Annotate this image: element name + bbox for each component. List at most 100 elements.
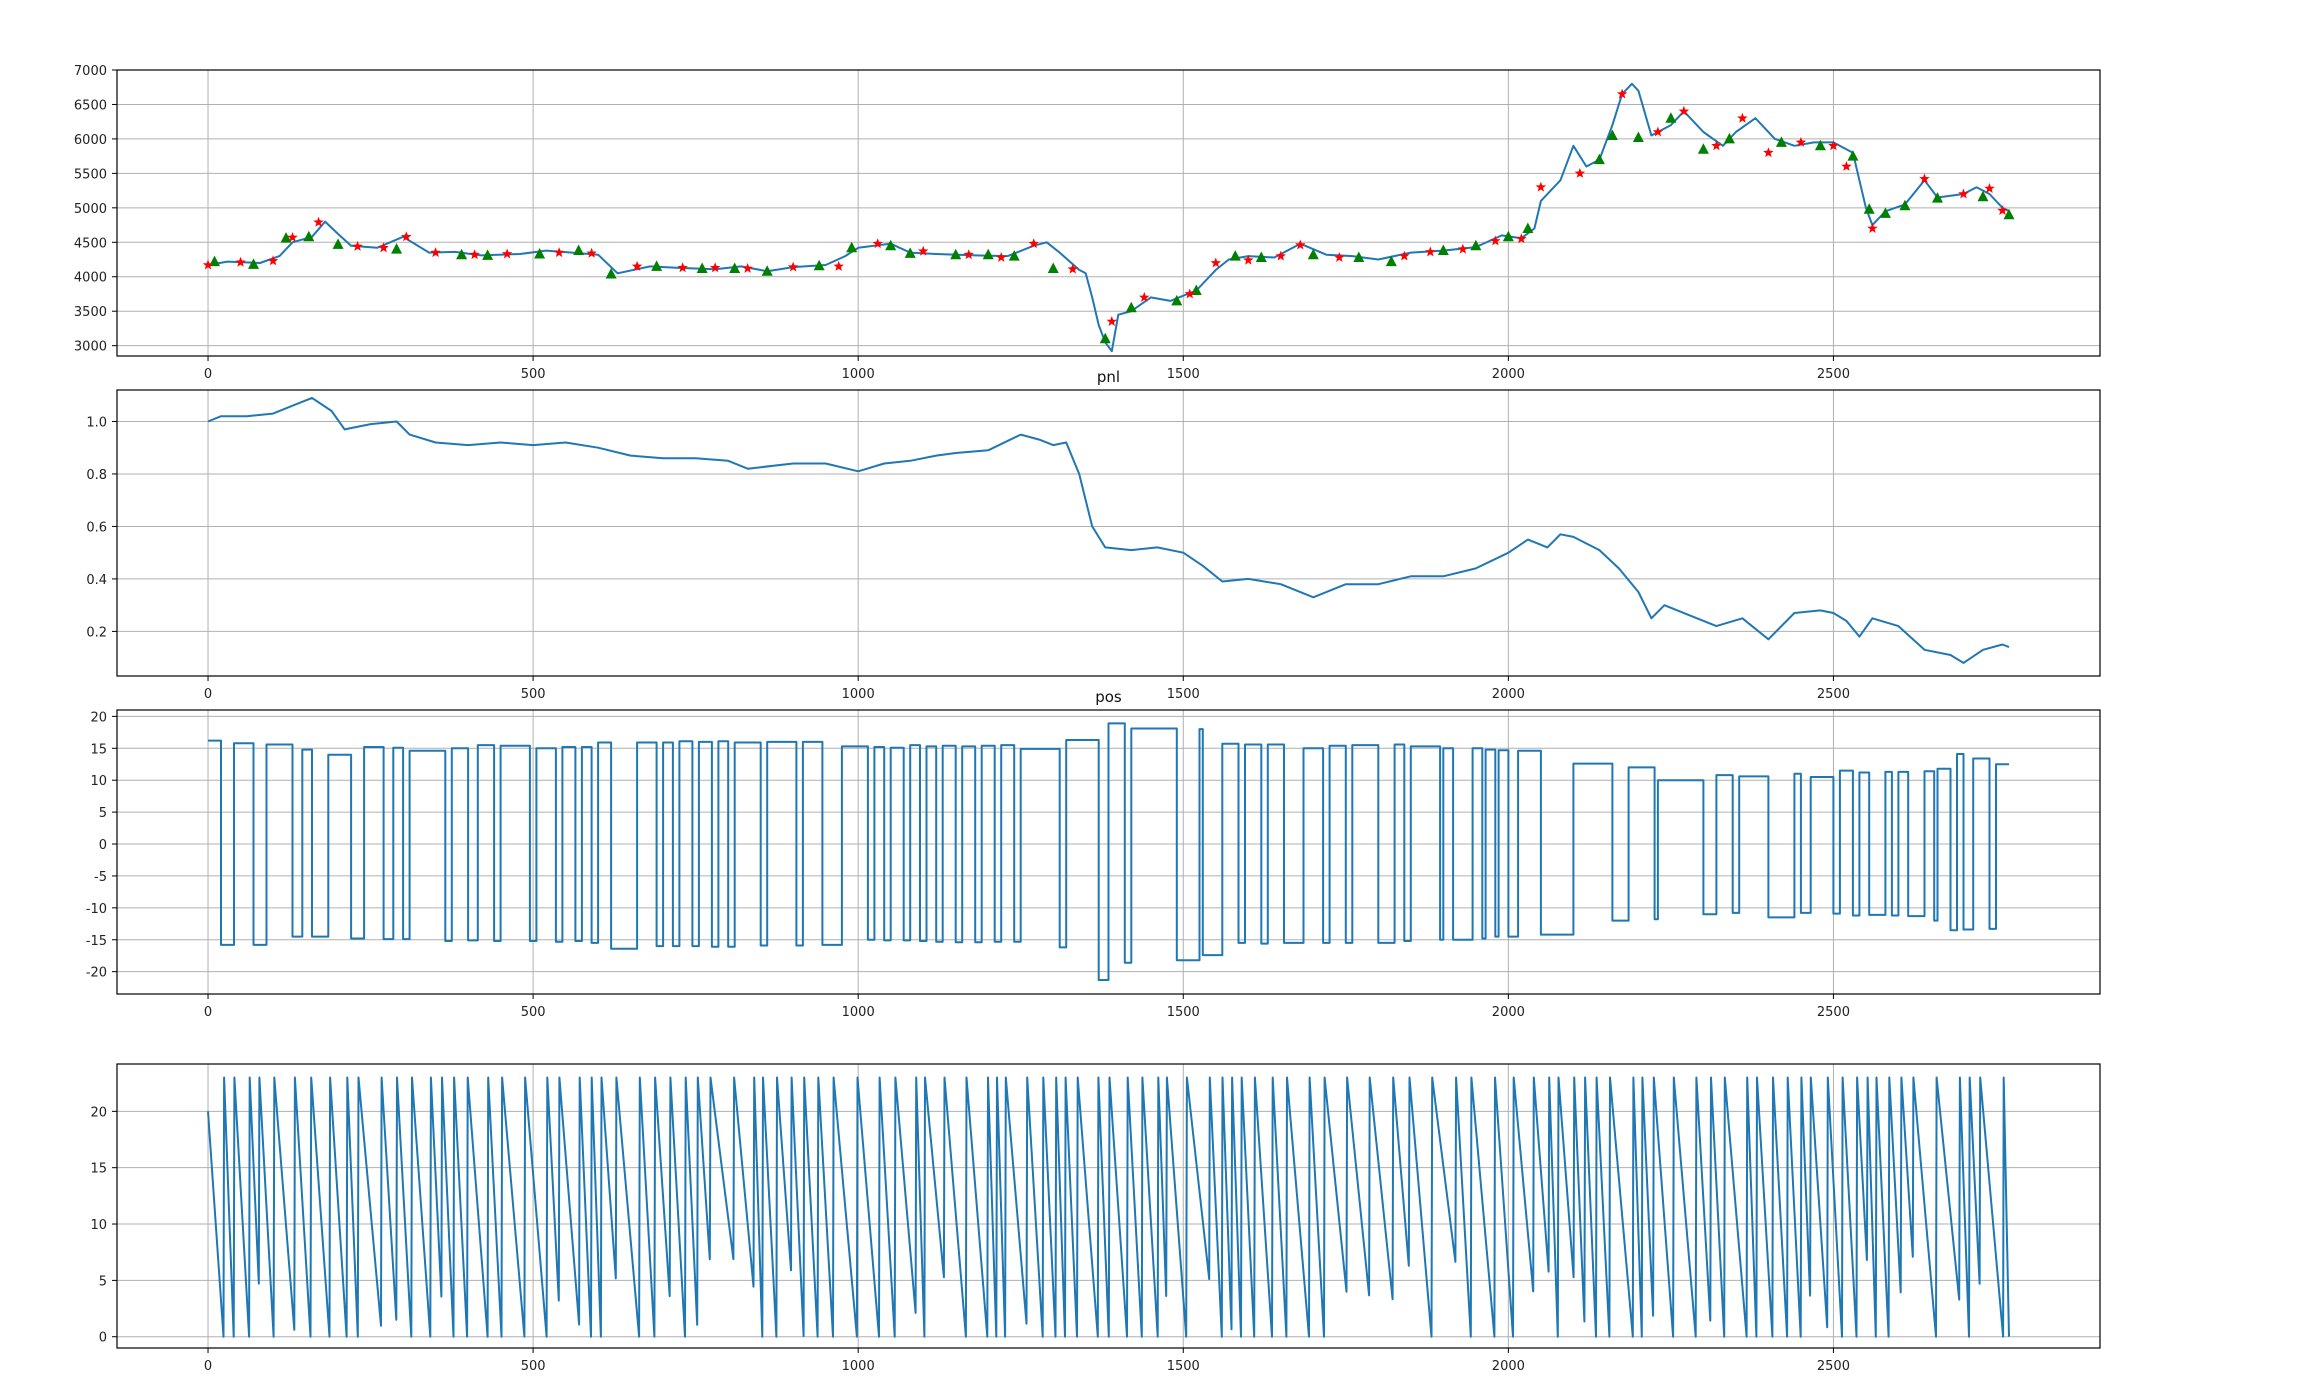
buy-marker — [1723, 132, 1735, 144]
buy-marker — [1879, 207, 1891, 218]
counter-ytick-label: 5 — [99, 1274, 107, 1289]
buy-marker — [1697, 143, 1709, 154]
buy-marker — [950, 248, 962, 260]
buy-marker — [482, 249, 494, 260]
sell-marker — [430, 247, 441, 258]
buy-marker — [1125, 301, 1137, 313]
sell-marker — [287, 232, 298, 242]
sell-marker — [313, 216, 324, 227]
pos-xtick-label: 2000 — [1492, 1005, 1525, 1020]
price-ytick-label: 5000 — [74, 202, 107, 217]
sell-marker — [586, 247, 597, 258]
price-ytick-label: 4000 — [74, 271, 107, 286]
price-xtick-label: 0 — [204, 367, 212, 382]
pnl-xtick-label: 500 — [521, 687, 546, 702]
buy-marker — [846, 241, 858, 253]
sell-marker — [401, 231, 412, 242]
sell-marker — [378, 242, 389, 253]
sell-marker — [1678, 105, 1690, 116]
buy-marker — [1353, 251, 1365, 262]
price-ytick-label: 6500 — [74, 98, 107, 113]
pnl-series-line — [207, 396, 2010, 664]
counter-xtick-label: 1500 — [1167, 1359, 1200, 1374]
sell-marker — [1399, 250, 1410, 261]
pnl-ytick-label: 0.4 — [86, 573, 107, 588]
price-xtick-label: 1500 — [1167, 367, 1200, 382]
pnl-ytick-label: 0.6 — [86, 520, 107, 535]
buy-marker — [729, 262, 741, 273]
buy-marker — [1632, 131, 1644, 143]
buy-marker — [1977, 190, 1989, 202]
sell-marker — [1535, 181, 1547, 192]
pnl-panel: 0 500 1000 1500 2000 2500 0.2 0.4 0.6 0.8 1.0 pnl — [86, 368, 2101, 702]
buy-marker — [456, 248, 468, 260]
pnl-ytick-label: 0.2 — [86, 625, 107, 640]
buy-marker — [1470, 239, 1482, 251]
sell-marker — [1490, 235, 1501, 246]
sell-marker — [553, 247, 565, 258]
buy-marker — [1385, 255, 1397, 267]
sell-marker — [742, 263, 753, 273]
buy-marker — [696, 262, 708, 273]
counter-ytick-label: 20 — [90, 1105, 107, 1120]
buy-marker — [1775, 136, 1787, 147]
counter-ytick-label: 0 — [99, 1331, 107, 1346]
sell-marker — [469, 249, 480, 260]
buy-marker — [573, 244, 585, 256]
buy-marker — [1606, 129, 1618, 140]
buy-marker — [904, 247, 916, 258]
pnl-axes-frame — [116, 389, 2101, 677]
counter-xtick-label: 2000 — [1492, 1359, 1525, 1374]
sell-marker — [1958, 188, 1969, 199]
pnl-xtick-label: 1000 — [842, 687, 875, 702]
sell-marker — [1516, 233, 1527, 244]
buy-marker — [1931, 192, 1943, 203]
buy-marker — [1229, 250, 1241, 261]
price-ytick-label: 4500 — [74, 236, 107, 251]
buy-marker — [1437, 244, 1449, 256]
sell-marker — [787, 261, 799, 272]
buy-marker — [1171, 294, 1183, 306]
sell-marker — [963, 249, 974, 260]
pos-axes-frame — [116, 709, 2101, 995]
pos-xtick-label: 0 — [204, 1005, 212, 1020]
buy-marker — [1899, 199, 1911, 211]
price-xtick-label: 2500 — [1817, 367, 1850, 382]
pnl-xtick-label: 1500 — [1167, 687, 1200, 702]
price-xtick-label: 1000 — [842, 367, 875, 382]
sell-marker — [1210, 257, 1221, 268]
pnl-xtick-label: 2000 — [1492, 687, 1525, 702]
sell-marker — [235, 256, 246, 267]
counter-xtick-label: 2500 — [1817, 1359, 1850, 1374]
buy-marker — [1814, 139, 1826, 151]
buy-marker — [534, 248, 546, 259]
sell-marker — [872, 238, 883, 249]
buy-marker — [1847, 150, 1859, 161]
buy-marker — [391, 243, 403, 254]
counter-ytick-label: 15 — [90, 1162, 107, 1177]
pos-ytick-label: 20 — [90, 710, 107, 725]
buy-marker — [813, 259, 825, 271]
sell-marker — [1867, 223, 1878, 233]
sell-marker — [352, 240, 363, 251]
buy-marker — [332, 238, 344, 249]
sell-marker — [918, 245, 929, 256]
pos-xtick-label: 500 — [521, 1005, 546, 1020]
sell-marker — [1457, 243, 1469, 254]
pnl-title: pnl — [1097, 368, 1120, 386]
pos-series-line — [208, 722, 2009, 981]
sell-marker — [1295, 239, 1306, 250]
sell-marker — [1997, 205, 2008, 215]
sell-marker — [631, 260, 643, 271]
sell-marker — [202, 259, 214, 270]
pos-xtick-label: 2500 — [1817, 1005, 1850, 1020]
buy-marker — [303, 230, 315, 242]
buy-marker — [1665, 112, 1677, 123]
buy-marker — [1047, 262, 1059, 273]
counter-panel: 0 500 1000 1500 2000 2500 0 5 10 15 20 — [90, 1063, 2101, 1374]
sell-marker — [1106, 316, 1117, 326]
sell-marker — [1828, 140, 1839, 151]
pos-ytick-label: 5 — [99, 806, 107, 821]
counter-ytick-label: 10 — [90, 1218, 107, 1233]
sell-marker — [1067, 263, 1078, 274]
